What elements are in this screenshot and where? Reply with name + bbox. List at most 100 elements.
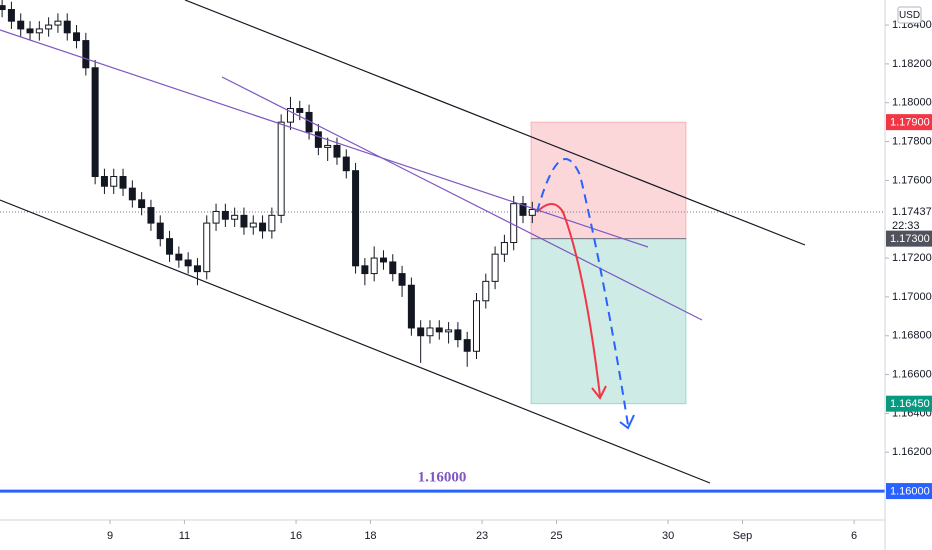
position-zones	[0, 121, 885, 493]
price-label-bg	[886, 230, 932, 247]
candle-body	[342, 156, 350, 172]
candle-body	[296, 108, 304, 113]
candle-body	[314, 131, 322, 148]
red-arrowhead	[591, 385, 607, 400]
x-tick-label: 23	[476, 530, 488, 542]
candle-body	[147, 207, 155, 224]
channel-mid	[0, 29, 649, 248]
axes: 1.184001.182001.180001.178001.176001.172…	[107, 19, 932, 542]
candle-body	[26, 28, 34, 34]
candle-body	[268, 214, 276, 232]
candle-body	[54, 20, 62, 26]
channel-top	[184, 0, 806, 246]
candle-body	[100, 176, 108, 187]
candle-body	[184, 259, 192, 267]
candle-body	[73, 32, 81, 42]
candle-body	[0, 5, 6, 11]
candle-body	[389, 261, 397, 275]
x-tick-label: 30	[662, 530, 674, 542]
candle-body	[482, 280, 490, 302]
price-label-time: 22:33	[892, 220, 920, 232]
candle-body	[63, 20, 71, 34]
price-label: 1.16000	[890, 485, 930, 497]
candle-body	[379, 257, 387, 263]
x-tick-label: 16	[290, 530, 302, 542]
y-tick-label: 1.18200	[892, 58, 932, 70]
price-label-bg	[886, 114, 932, 131]
candle-body	[519, 203, 527, 216]
y-tick-label: 1.18000	[892, 97, 932, 109]
x-tick-label: Sep	[733, 530, 753, 542]
y-tick-label: 1.17600	[892, 174, 932, 186]
candle-body	[528, 209, 536, 216]
candle-body	[491, 253, 499, 282]
candle-body	[45, 24, 53, 30]
candle-body	[426, 327, 434, 337]
price-label-bg	[886, 483, 932, 500]
x-tick-label: 25	[550, 530, 562, 542]
candle-body	[17, 20, 25, 30]
candle-body	[324, 144, 332, 148]
blue-arrowhead	[619, 414, 635, 430]
candle-body	[333, 144, 341, 158]
x-tick-label: 9	[107, 530, 113, 542]
candle-body	[398, 273, 406, 286]
candle-body	[435, 327, 443, 333]
candle-body	[35, 28, 43, 34]
candle-body	[361, 265, 369, 275]
price-label: 1.17437	[892, 206, 932, 218]
price-label: 1.17300	[890, 233, 930, 245]
channel-bottom	[0, 199, 711, 484]
profit-zone	[530, 238, 687, 405]
candle-body	[352, 170, 360, 267]
candle-body	[463, 339, 471, 352]
y-tick-label: 1.16800	[892, 330, 932, 342]
candle-body	[82, 40, 90, 69]
candle-body	[128, 187, 136, 201]
candle-body	[259, 222, 267, 232]
x-tick-label: 6	[851, 530, 857, 542]
channel-mid-2	[221, 76, 703, 321]
candle-body	[472, 300, 480, 352]
price-label: 1.17900	[890, 117, 930, 129]
candle-body	[249, 222, 257, 228]
candle-body	[203, 222, 211, 273]
candle-body	[286, 108, 294, 123]
candle-body	[166, 238, 174, 255]
candle-body	[500, 242, 508, 255]
candle-body	[91, 67, 99, 178]
candle-body	[370, 257, 378, 275]
candle-body	[110, 176, 118, 187]
candle-body	[277, 121, 285, 216]
candles	[0, 0, 536, 367]
candle-body	[7, 9, 15, 22]
red-arrow	[536, 203, 601, 397]
level-label: 1.16000	[418, 469, 467, 485]
candle-body	[407, 284, 415, 329]
y-tick-label: 1.16600	[892, 368, 932, 380]
candle-body	[175, 253, 183, 261]
x-tick-label: 11	[179, 530, 190, 542]
y-tick-label: 1.16200	[892, 446, 932, 458]
price-label-bg	[886, 204, 932, 235]
stop-zone	[530, 121, 687, 240]
candle-body	[119, 176, 127, 189]
currency: USD	[899, 10, 920, 21]
candle-body	[417, 327, 425, 337]
candle-body	[212, 210, 220, 224]
x-tick-label: 18	[364, 530, 376, 542]
y-tick-label: 1.17200	[892, 252, 932, 264]
price-label-bg	[886, 395, 932, 412]
y-tick-label: 1.17800	[892, 135, 932, 147]
candle-body	[240, 214, 248, 228]
y-tick-label: 1.17000	[892, 291, 932, 303]
candle-body	[454, 329, 462, 341]
candle-body	[221, 210, 229, 220]
drawings	[0, 0, 806, 484]
currency-box	[897, 6, 922, 24]
candle-body	[231, 214, 239, 220]
price-label: 1.16450	[890, 398, 930, 410]
candle-body	[193, 265, 201, 273]
